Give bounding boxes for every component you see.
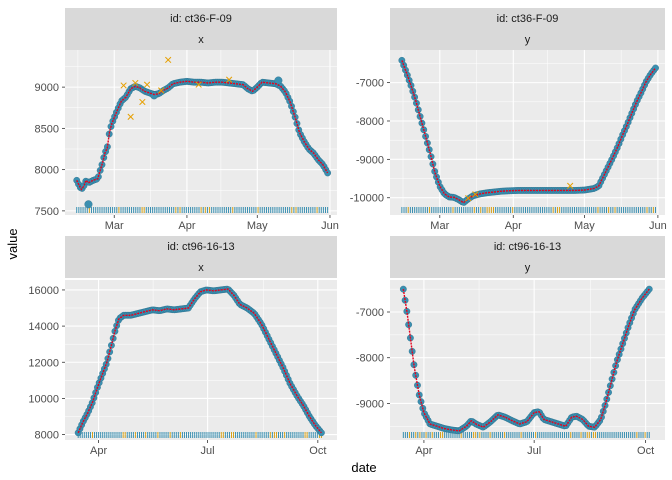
x-tick-label: Apr xyxy=(415,445,432,457)
data-point xyxy=(418,119,426,127)
x-tick-label: Jul xyxy=(527,445,541,457)
x-tick-label: Apr xyxy=(90,445,107,457)
facet-strip-id xyxy=(65,236,337,257)
outlier-cross xyxy=(127,113,134,120)
y-tick-label: -7000 xyxy=(356,307,384,319)
facet-strip-id-label: id: ct36-F-09 xyxy=(170,13,232,25)
outlier-cross xyxy=(465,194,472,202)
outlier-cross xyxy=(157,87,165,94)
y-tick-label: 10000 xyxy=(28,393,59,405)
x-tick-label: May xyxy=(574,220,595,232)
facet-strip-var xyxy=(65,257,337,278)
facet-strip-id-label: id: ct96-16-13 xyxy=(167,241,234,253)
x-axis-label: date xyxy=(351,460,376,475)
highlight-point xyxy=(150,91,159,100)
fitted-line xyxy=(401,60,657,204)
facet-strip-var-label: y xyxy=(525,34,531,46)
y-tick-label: 9000 xyxy=(35,82,59,94)
data-point xyxy=(424,139,431,147)
facet-strip-var xyxy=(65,29,337,50)
x-tick-label: Oct xyxy=(309,445,326,457)
outlier-cross xyxy=(139,98,146,106)
outlier-cross xyxy=(472,191,479,198)
data-point xyxy=(102,360,110,368)
outlier-cross xyxy=(143,81,151,88)
data-point xyxy=(106,348,114,356)
facet-strip-var-label: y xyxy=(525,262,531,274)
data-point xyxy=(105,130,113,138)
facet-strip-id-label: id: ct96-16-13 xyxy=(494,241,561,253)
y-tick-label: 8000 xyxy=(35,430,59,442)
fitted-line xyxy=(77,288,322,434)
x-tick-label: Apr xyxy=(505,220,522,232)
y-tick-label: 14000 xyxy=(28,321,59,333)
outlier-cross xyxy=(225,76,233,83)
x-tick-label: Jun xyxy=(321,220,339,232)
y-axis-label: value xyxy=(5,228,20,259)
y-tick-label: 12000 xyxy=(28,357,59,369)
y-tick-label: -9000 xyxy=(356,154,384,166)
facet-strip-var xyxy=(390,257,665,278)
y-tick-label: 7500 xyxy=(35,206,59,218)
outlier-cross xyxy=(567,182,574,189)
outlier-cross xyxy=(120,82,127,89)
y-tick-label: -9000 xyxy=(356,398,384,410)
facet-strip-var-label: x xyxy=(198,262,204,274)
x-tick-label: Mar xyxy=(105,220,124,232)
fitted-line xyxy=(402,288,650,432)
highlight-point xyxy=(84,200,93,209)
data-point xyxy=(104,355,112,362)
data-point xyxy=(601,402,609,409)
data-point xyxy=(417,398,425,406)
y-tick-label: 8000 xyxy=(35,165,59,177)
data-point xyxy=(603,395,611,403)
x-tick-label: Jun xyxy=(649,220,667,232)
y-tick-label: 16000 xyxy=(28,285,59,297)
y-tick-label: -8000 xyxy=(356,353,384,365)
facet-strip-var-label: x xyxy=(198,34,204,46)
facet-strip-id xyxy=(390,236,665,257)
x-tick-label: Oct xyxy=(637,445,654,457)
data-point xyxy=(293,120,301,127)
x-tick-label: Apr xyxy=(178,220,195,232)
facet-strip-id-label: id: ct36-F-09 xyxy=(497,13,559,25)
fitted-line xyxy=(76,80,329,191)
data-point xyxy=(324,169,332,177)
y-tick-label: -7000 xyxy=(356,78,384,90)
y-tick-label: 8500 xyxy=(35,123,59,135)
facet-strip-var xyxy=(390,29,665,50)
x-tick-label: May xyxy=(247,220,268,232)
data-point xyxy=(401,296,409,304)
x-tick-label: Mar xyxy=(430,220,449,232)
data-point xyxy=(608,375,616,383)
outlier-cross xyxy=(195,81,202,88)
facet-strip-id xyxy=(65,8,337,29)
x-tick-label: Jul xyxy=(201,445,215,457)
facet-strip-id xyxy=(390,8,665,29)
outlier-cross xyxy=(165,56,172,64)
data-point xyxy=(652,64,659,72)
facet-panels: id: ct36-F-09 x 7500 8000 8500 9000 Mar Apr May J… xyxy=(28,8,667,457)
y-tick-label: -10000 xyxy=(350,193,384,205)
y-tick-label: -8000 xyxy=(356,116,384,128)
outlier-cross xyxy=(132,79,139,87)
